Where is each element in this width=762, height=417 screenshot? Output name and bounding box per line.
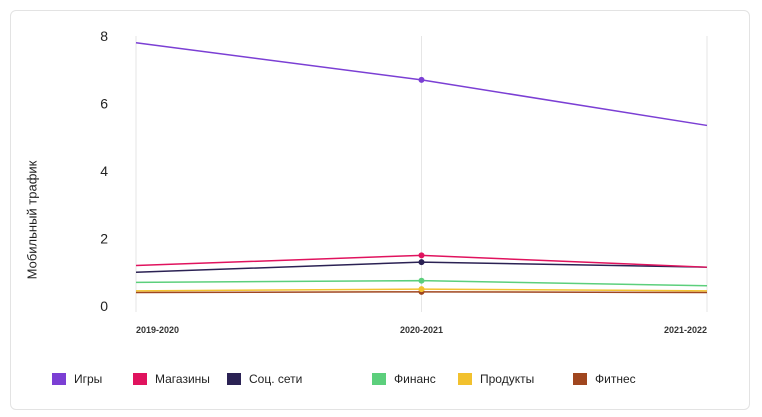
- legend-swatch-games: [52, 373, 66, 385]
- legend-label-social: Соц. сети: [249, 372, 303, 386]
- legend-item-social[interactable]: Соц. сети: [227, 372, 302, 386]
- y-tick-label: 2: [100, 231, 108, 247]
- data-point: [418, 286, 425, 293]
- x-tick-label: 2020-2021: [400, 325, 443, 335]
- x-tick-label: 2021-2022: [664, 325, 707, 335]
- y-tick-label: 0: [100, 298, 108, 314]
- legend-label-finance: Финанс: [394, 372, 436, 386]
- legend-label-fitness: Фитнес: [595, 372, 636, 386]
- legend-swatch-shops: [133, 373, 147, 385]
- legend-label-games: Игры: [74, 372, 103, 386]
- legend-swatch-fitness: [573, 373, 587, 385]
- y-tick-label: 4: [100, 163, 108, 179]
- legend-item-shops[interactable]: Магазины: [133, 372, 210, 386]
- y-tick-label: 6: [100, 96, 108, 112]
- x-tick-label: 2019-2020: [136, 325, 179, 335]
- legend-item-fitness[interactable]: Фитнес: [573, 372, 636, 386]
- y-tick-label: 8: [100, 28, 108, 44]
- data-point: [418, 259, 425, 266]
- legend-item-finance[interactable]: Финанс: [372, 372, 436, 386]
- data-point: [418, 277, 425, 284]
- data-point: [418, 252, 425, 259]
- data-point: [418, 76, 425, 83]
- legend-item-groceries[interactable]: Продукты: [458, 372, 534, 386]
- legend-swatch-groceries: [458, 373, 472, 385]
- y-axis-label: Мобильный трафик: [24, 160, 40, 280]
- legend-swatch-finance: [372, 373, 386, 385]
- legend: Игры Магазины Соц. сети Финанс Продукты …: [0, 372, 762, 390]
- legend-swatch-social: [227, 373, 241, 385]
- legend-label-shops: Магазины: [155, 372, 210, 386]
- legend-item-games[interactable]: Игры: [52, 372, 102, 386]
- legend-label-groceries: Продукты: [480, 372, 535, 386]
- chart-card: [10, 10, 750, 410]
